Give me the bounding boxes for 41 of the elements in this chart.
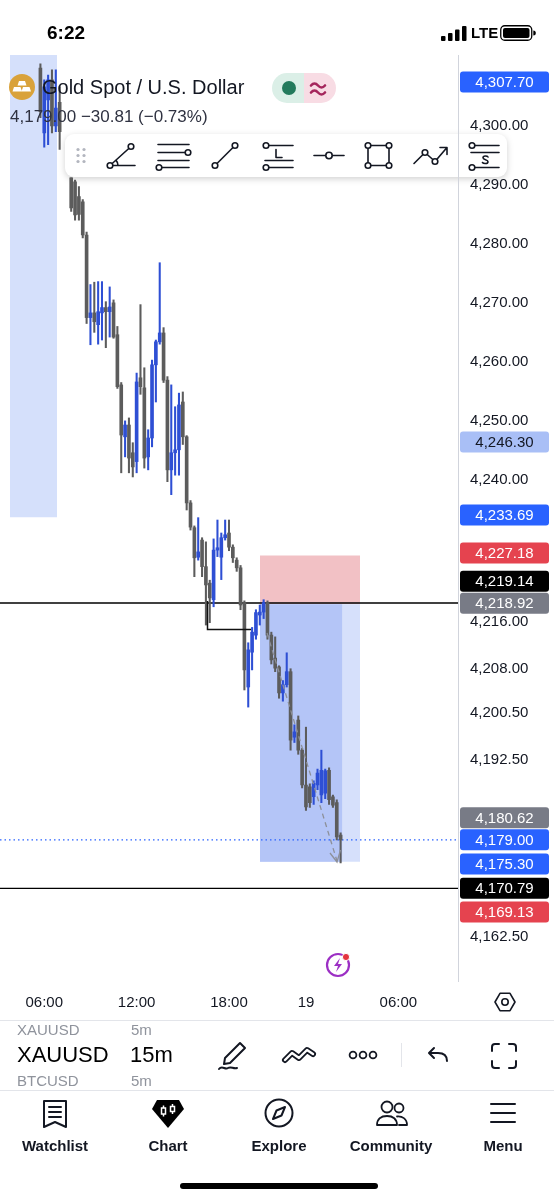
text: XAUUSD [17,1042,109,1068]
y-tick-label: 4,216.00 [470,611,529,629]
text: 4,175.30 [475,854,534,872]
ref-line-label: 4,179.00 [475,830,534,848]
x-tick-label: 19 [297,992,315,1010]
y-tick-label: 4,250.00 [470,411,529,429]
text: Menu [483,1137,523,1155]
text: BTCUSD [17,1072,79,1090]
y-tick-label: 4,162.50 [470,927,529,945]
x-tick-label: 12:00 [117,992,156,1010]
text: Community [349,1137,433,1155]
x-tick-label: 18:00 [210,992,248,1010]
text: 4,227.18 [475,543,534,561]
y-tick-label: 4,260.00 [470,352,529,370]
y-tick-label: 4,200.50 [470,703,529,721]
text: 5m [131,1072,152,1090]
text: 15m [130,1042,173,1068]
text: XAUUSD [17,1021,80,1039]
y-tick-label: 4,208.00 [470,658,529,676]
text: 4,169.13 [475,902,534,920]
y-tick-label: 4,270.00 [470,292,529,310]
text: Watchlist [21,1137,89,1155]
text: 4,218.92 [475,593,534,611]
text: 4,180.62 [475,808,534,826]
text: Chart [148,1137,188,1155]
text: 4,233.69 [475,505,534,523]
text: 4,307.70 [475,72,534,90]
y-tick-label: 4,280.00 [470,233,529,251]
x-tick-label: 06:00 [25,992,64,1010]
y-tick-label: 4,300.00 [470,115,529,133]
text: 5m [131,1021,152,1039]
text: 4,246.30 [475,432,534,450]
ref-line-label: 4,170.79 [475,878,534,896]
text: LTE [471,24,499,42]
ref-line-label: 4,219.14 [475,571,534,589]
y-tick-label: 4,192.50 [470,750,529,768]
y-tick-label: 4,290.00 [470,174,529,192]
x-tick-label: 06:00 [379,992,418,1010]
y-tick-label: 4,240.00 [470,470,529,488]
text: 6:22 [47,22,86,44]
text: Explore [251,1137,307,1155]
